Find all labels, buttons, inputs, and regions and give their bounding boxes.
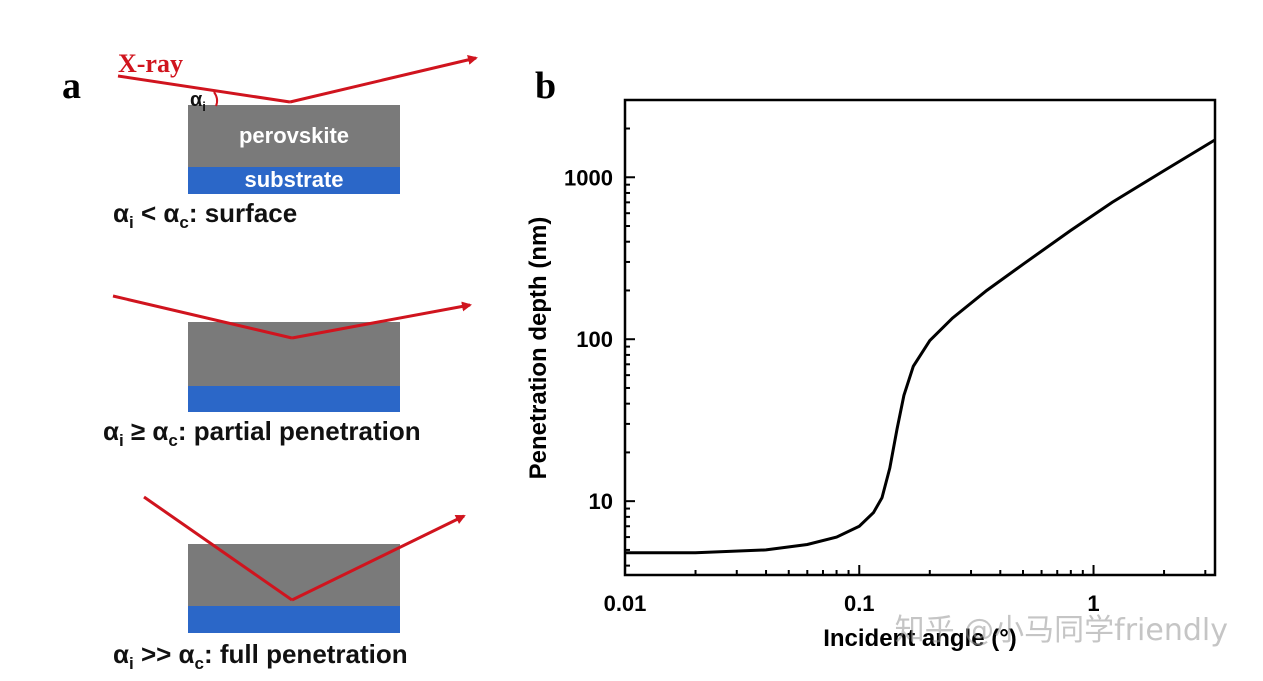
condition-partial: αi ≥ αc: partial penetration (103, 416, 421, 450)
reflected-beam (289, 54, 478, 104)
plot-frame (623, 98, 1217, 577)
x-tick-label: 0.01 (604, 591, 647, 616)
panel-b: b 0.01 0.1 1 10 100 1000 Incident angle (°) P… (525, 65, 1228, 652)
substrate-layer (188, 606, 400, 633)
substrate-layer (188, 167, 400, 194)
panel-b-letter: b (535, 65, 556, 107)
perovskite-layer (188, 544, 400, 606)
y-tick-label: 1000 (564, 165, 613, 190)
condition-surface: αi < αc: surface (113, 198, 297, 232)
xray-label: X-ray (118, 49, 183, 78)
case-full: αi >> αc: full penetration (113, 495, 466, 673)
ticks (624, 99, 1207, 575)
incident-beam (117, 74, 291, 104)
tick-labels: 0.01 0.1 1 10 100 1000 (564, 165, 1100, 616)
panel-a: a perovskite substrate X-ray αi αi < αc:… (62, 49, 478, 673)
angle-arc (213, 91, 219, 107)
reflected-beam (291, 301, 472, 340)
x-tick-label: 0.1 (844, 591, 875, 616)
angle-label: αi (190, 89, 206, 114)
perovskite-label: perovskite (239, 123, 349, 148)
watermark: 知乎 @小马同学friendly (895, 613, 1228, 648)
x-axis-title: Incident angle (°) (823, 625, 1017, 652)
y-tick-label: 10 (589, 489, 613, 514)
case-partial: αi ≥ αc: partial penetration (103, 294, 472, 450)
x-tick-label: 1 (1087, 591, 1099, 616)
incident-beam (143, 495, 293, 602)
penetration-depth-curve (625, 138, 1216, 555)
y-axis-title: Penetration depth (nm) (525, 217, 552, 480)
reflected-beam (291, 514, 466, 602)
panel-a-letter: a (62, 65, 81, 107)
y-tick-label: 100 (576, 327, 613, 352)
condition-full: αi >> αc: full penetration (113, 639, 408, 673)
penetration-depth-chart: 0.01 0.1 1 10 100 1000 Incident angle (°) Pen… (525, 98, 1217, 652)
case-surface: perovskite substrate X-ray αi αi < αc: s… (113, 49, 478, 232)
incident-beam (112, 294, 293, 340)
perovskite-layer (188, 322, 400, 386)
perovskite-layer (188, 105, 400, 167)
substrate-label: substrate (244, 167, 343, 192)
substrate-layer (188, 386, 400, 412)
